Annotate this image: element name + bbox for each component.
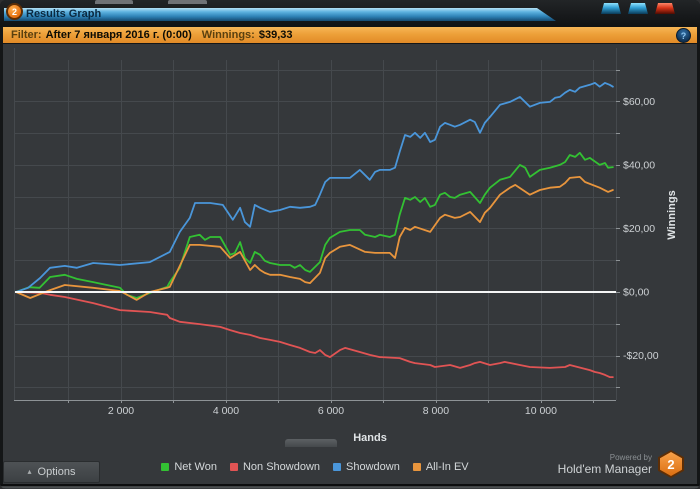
- legend-label: All-In EV: [425, 461, 469, 473]
- hm2-logo-number: 2: [660, 452, 682, 476]
- minimize-button[interactable]: [601, 3, 621, 14]
- x-axis-title: Hands: [353, 432, 387, 444]
- y-tick-label: -$20,00: [623, 350, 659, 362]
- powered-by-block: Powered by Hold'em Manager 2: [558, 450, 684, 478]
- y-axis-title: Winnings: [666, 190, 678, 239]
- y-tick-label: $40,00: [623, 159, 655, 171]
- x-tick-label: 2 000: [108, 405, 134, 417]
- powered-by-text-column: Powered by Hold'em Manager: [558, 453, 652, 476]
- maximize-button[interactable]: [628, 3, 648, 14]
- axes: [14, 48, 620, 403]
- panel-grip[interactable]: [285, 439, 337, 447]
- powered-by-text: Powered by: [609, 452, 652, 462]
- title-strip: Results Graph: [4, 8, 556, 21]
- legend-swatch-icon: [412, 463, 421, 471]
- legend-label: Showdown: [346, 461, 400, 473]
- grid-lines: [14, 60, 616, 400]
- chart-area: 2 000 4 000 6 000 8 000 10 000 $60,00 $40,00 $2…: [3, 44, 697, 484]
- legend-swatch-icon: [229, 463, 238, 471]
- y-tick-label: $0,00: [623, 286, 649, 298]
- info-icon[interactable]: ?: [676, 28, 691, 43]
- legend-item-non-showdown[interactable]: Non Showdown: [229, 461, 321, 473]
- series-showdown: [15, 82, 614, 293]
- window-title: Results Graph: [26, 8, 102, 20]
- x-tick-label: 6 000: [318, 405, 344, 417]
- x-tick-label: 10 000: [525, 405, 557, 417]
- series-lines: [15, 82, 614, 379]
- legend: Net Won Non Showdown Showdown All-In EV: [14, 461, 616, 473]
- series-non-showdown: [15, 291, 614, 379]
- hm2-logo-icon: 2: [658, 450, 684, 478]
- series-all-in-ev: [15, 175, 614, 301]
- legend-swatch-icon: [161, 463, 170, 471]
- background-window-tab: [168, 0, 207, 4]
- legend-item-all-in-ev[interactable]: All-In EV: [412, 461, 469, 473]
- x-tick-label: 8 000: [423, 405, 449, 417]
- winnings-value: $39,33: [258, 29, 293, 41]
- legend-item-showdown[interactable]: Showdown: [333, 461, 400, 473]
- hm2-badge-icon: 2: [6, 3, 23, 20]
- window-bottom-edge: [0, 484, 700, 489]
- brand-name: Hold'em Manager: [557, 461, 652, 476]
- filter-label: Filter:: [11, 29, 42, 41]
- x-tick-label: 4 000: [213, 405, 239, 417]
- filter-value: After 7 января 2016 г. (0:00): [45, 29, 192, 41]
- filter-bar: Filter: After 7 января 2016 г. (0:00) Wi…: [3, 27, 697, 43]
- options-label: Options: [37, 466, 76, 478]
- winnings-label: Winnings:: [201, 29, 255, 41]
- results-plot: 2 000 4 000 6 000 8 000 10 000 $60,00 $40,00 $2…: [14, 48, 678, 444]
- legend-item-net-won[interactable]: Net Won: [161, 461, 217, 473]
- title-bar[interactable]: Results Graph 2: [0, 0, 700, 27]
- tick-labels: 2 000 4 000 6 000 8 000 10 000 $60,00 $40,00 $2…: [108, 96, 659, 417]
- chevron-up-icon: ▴: [27, 467, 32, 476]
- legend-swatch-icon: [333, 463, 342, 471]
- close-button[interactable]: [655, 3, 675, 14]
- y-tick-label: $20,00: [623, 223, 655, 235]
- background-window-tab: [95, 0, 133, 4]
- legend-label: Net Won: [174, 461, 217, 473]
- series-net-won: [15, 151, 614, 299]
- legend-label: Non Showdown: [242, 461, 321, 473]
- y-tick-label: $60,00: [623, 96, 655, 108]
- options-button[interactable]: ▴ Options: [3, 461, 100, 483]
